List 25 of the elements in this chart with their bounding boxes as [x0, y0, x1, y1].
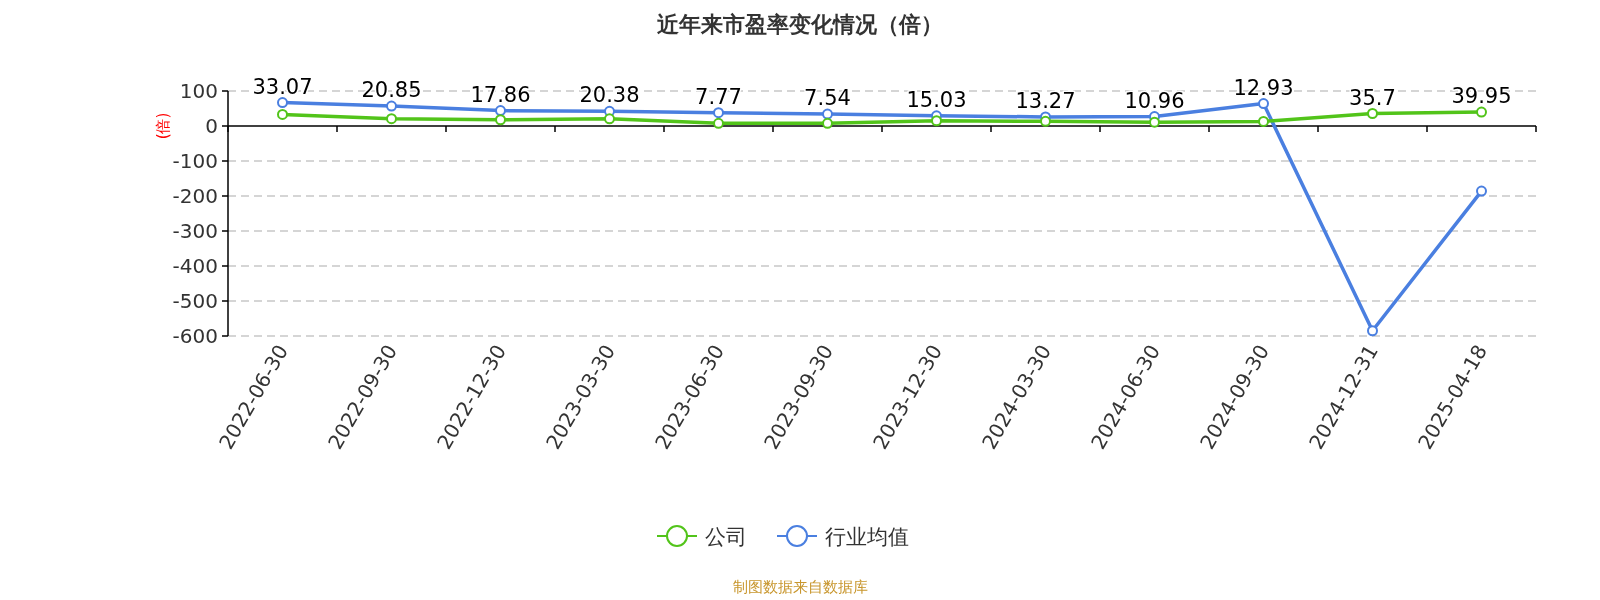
- data-label: 12.93: [1233, 75, 1294, 100]
- text: 制图数据来自数据库: [732, 578, 868, 596]
- data-label: 10.96: [1124, 88, 1185, 113]
- y-tick-label: -500: [172, 289, 218, 313]
- y-tick-label: -300: [172, 219, 218, 243]
- chart-title: 近年来市盈率变化情况（倍）: [656, 12, 943, 37]
- data-label: 35.7: [1349, 85, 1396, 110]
- y-tick-label: -600: [172, 324, 218, 348]
- data-label: 7.77: [695, 84, 742, 109]
- y-tick-label: 100: [179, 79, 218, 103]
- y-axis-title: (倍): [154, 112, 172, 140]
- data-label: 33.07: [252, 74, 313, 99]
- legend-label: 行业均值: [825, 525, 909, 549]
- data-label: 39.95: [1451, 84, 1512, 109]
- legend-label: 公司: [705, 525, 747, 549]
- data-label: 20.38: [579, 83, 640, 108]
- data-label: 17.86: [470, 82, 531, 107]
- data-label: 15.03: [906, 87, 967, 112]
- data-label: 20.85: [361, 78, 422, 103]
- data-label: 13.27: [1015, 88, 1076, 113]
- y-tick-label: 0: [205, 114, 218, 138]
- y-tick-label: -200: [172, 184, 218, 208]
- y-tick-label: -100: [172, 149, 218, 173]
- data-label: 7.54: [804, 86, 851, 111]
- y-tick-label: -400: [172, 254, 218, 278]
